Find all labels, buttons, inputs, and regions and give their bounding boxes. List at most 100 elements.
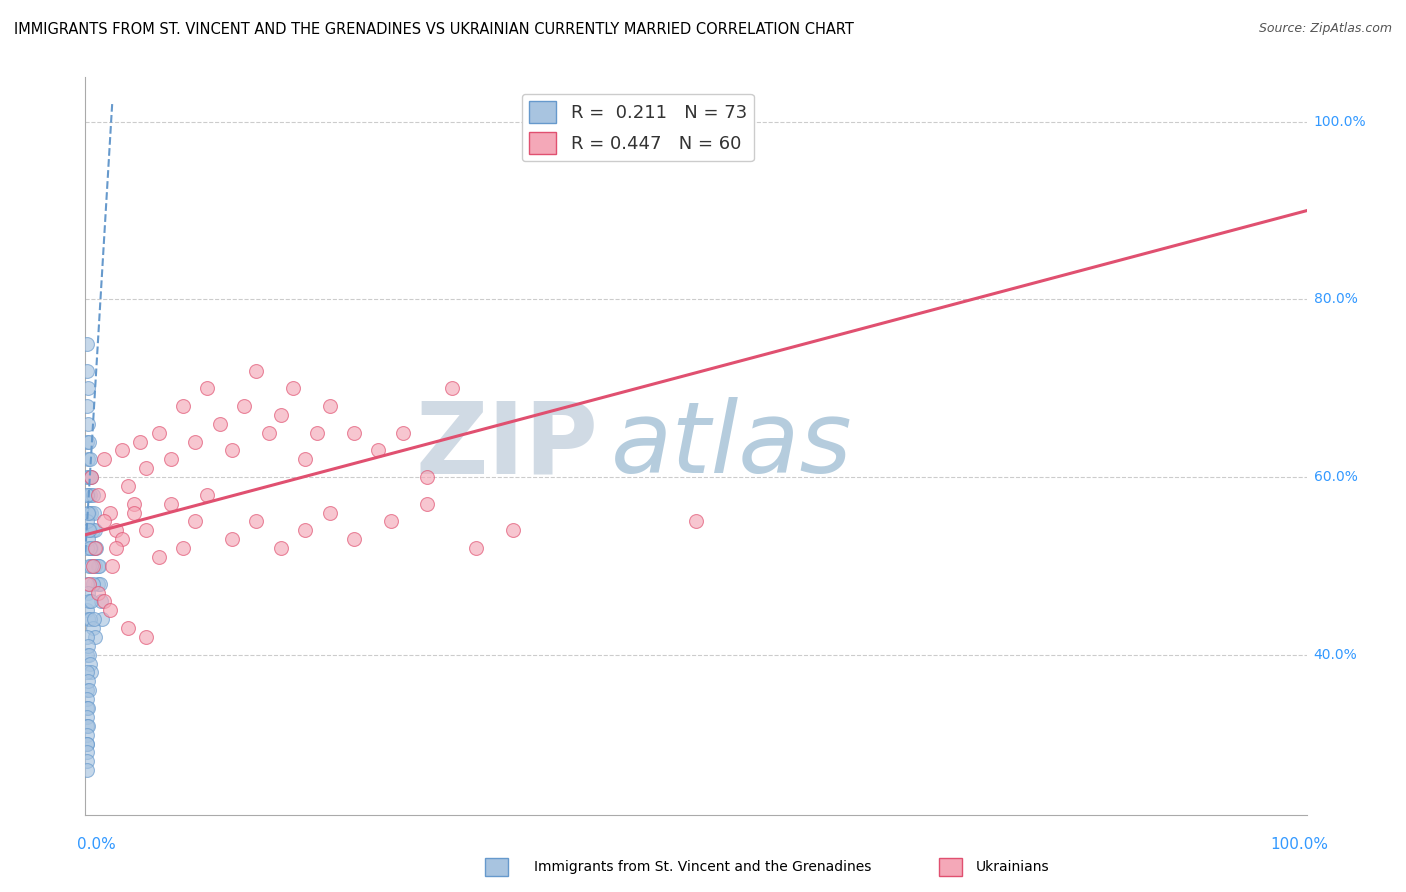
Text: 100.0%: 100.0%: [1313, 115, 1367, 128]
Point: [80, 558, 103, 573]
Point: [86, 585, 108, 599]
Point: [318, 399, 340, 413]
Point: [76, 754, 98, 768]
Point: [76, 737, 98, 751]
Point: [159, 497, 181, 511]
Point: [93, 594, 115, 608]
Point: [76, 719, 98, 733]
Text: Source: ZipAtlas.com: Source: ZipAtlas.com: [1258, 22, 1392, 36]
Point: [77, 683, 100, 698]
Point: [76, 719, 98, 733]
Text: Immigrants from St. Vincent and the Grenadines: Immigrants from St. Vincent and the Gren…: [534, 860, 872, 874]
Point: [84, 524, 107, 538]
Point: [76, 648, 98, 662]
Point: [76, 701, 98, 715]
Point: [79, 488, 101, 502]
Text: Ukrainians: Ukrainians: [976, 860, 1049, 874]
Point: [281, 381, 304, 395]
Text: ZIP: ZIP: [415, 398, 599, 494]
Point: [76, 506, 98, 520]
Point: [83, 612, 105, 626]
Text: 100.0%: 100.0%: [1271, 838, 1329, 852]
Point: [172, 399, 194, 413]
Point: [416, 497, 439, 511]
Point: [82, 524, 104, 538]
Point: [76, 381, 98, 395]
Point: [83, 506, 105, 520]
Point: [80, 506, 103, 520]
Point: [117, 479, 139, 493]
Point: [98, 603, 121, 617]
Point: [83, 541, 105, 555]
Point: [93, 515, 115, 529]
Point: [89, 576, 111, 591]
Point: [76, 763, 98, 777]
Point: [197, 381, 219, 395]
Point: [343, 533, 366, 547]
Point: [197, 488, 219, 502]
Point: [77, 506, 100, 520]
Point: [80, 594, 103, 608]
Point: [76, 674, 98, 689]
Point: [76, 630, 98, 644]
Point: [245, 515, 267, 529]
Text: atlas: atlas: [610, 398, 852, 494]
Point: [77, 470, 100, 484]
Point: [84, 630, 107, 644]
Point: [367, 443, 389, 458]
Point: [104, 541, 127, 555]
Point: [184, 515, 207, 529]
Point: [76, 737, 98, 751]
Point: [86, 488, 108, 502]
Point: [111, 443, 134, 458]
Point: [82, 621, 104, 635]
Point: [79, 524, 101, 538]
Point: [76, 515, 98, 529]
Text: IMMIGRANTS FROM ST. VINCENT AND THE GRENADINES VS UKRAINIAN CURRENTLY MARRIED CO: IMMIGRANTS FROM ST. VINCENT AND THE GREN…: [14, 22, 853, 37]
Point: [76, 745, 98, 759]
Point: [270, 408, 292, 422]
Point: [77, 594, 100, 608]
Point: [87, 558, 110, 573]
Point: [76, 603, 98, 617]
Point: [416, 470, 439, 484]
Legend: R =  0.211   N = 73, R = 0.447   N = 60: R = 0.211 N = 73, R = 0.447 N = 60: [522, 94, 754, 161]
Point: [84, 541, 107, 555]
Point: [77, 648, 100, 662]
Point: [76, 683, 98, 698]
Point: [82, 488, 104, 502]
Point: [233, 399, 256, 413]
Point: [76, 710, 98, 724]
Point: [84, 541, 107, 555]
Point: [90, 594, 112, 608]
Point: [79, 452, 101, 467]
Point: [82, 576, 104, 591]
Point: [76, 417, 98, 431]
Point: [76, 612, 98, 626]
Point: [245, 363, 267, 377]
Point: [294, 524, 316, 538]
Point: [221, 443, 243, 458]
Point: [80, 665, 103, 680]
Point: [79, 612, 101, 626]
Text: 40.0%: 40.0%: [1313, 648, 1357, 662]
Text: 80.0%: 80.0%: [1313, 293, 1358, 307]
Point: [76, 533, 98, 547]
Point: [77, 576, 100, 591]
Point: [122, 497, 145, 511]
Point: [294, 452, 316, 467]
Point: [82, 558, 104, 573]
Point: [86, 576, 108, 591]
Point: [80, 541, 103, 555]
Point: [122, 506, 145, 520]
Point: [76, 692, 98, 706]
Point: [76, 701, 98, 715]
Point: [86, 558, 108, 573]
Point: [77, 558, 100, 573]
Point: [84, 558, 107, 573]
Point: [148, 549, 170, 564]
Point: [318, 506, 340, 520]
Point: [76, 363, 98, 377]
Point: [76, 488, 98, 502]
Point: [76, 470, 98, 484]
